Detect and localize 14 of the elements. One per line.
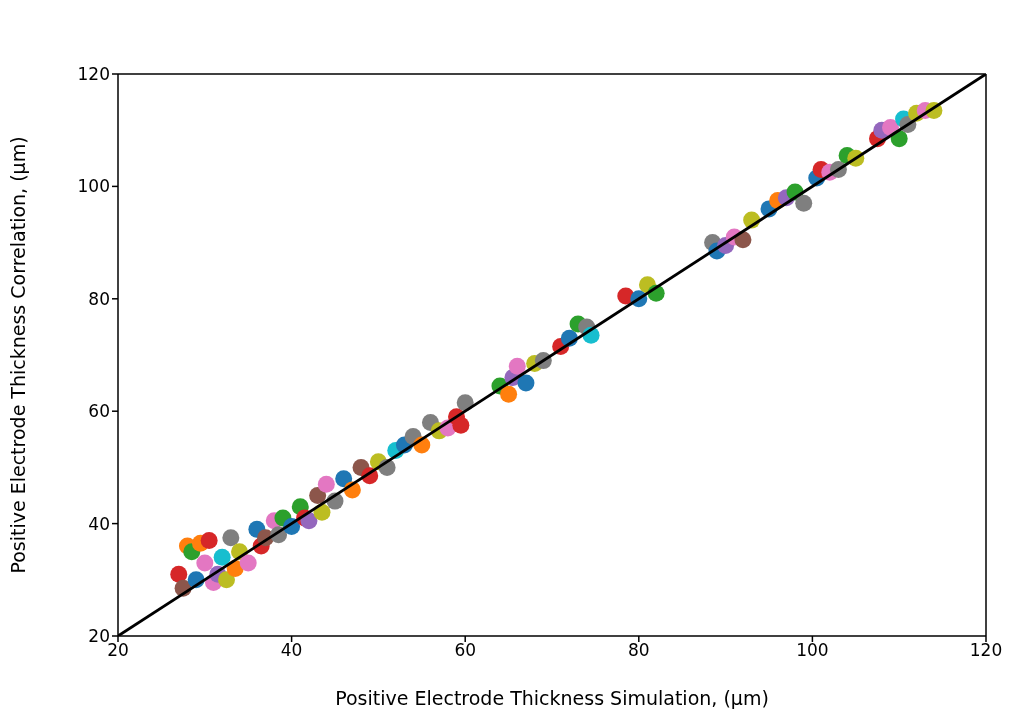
x-tick-label: 20	[107, 640, 129, 661]
x-tick-label: 60	[454, 640, 477, 661]
y-tick-label: 40	[88, 513, 110, 534]
x-axis-title: Positive Electrode Thickness Simulation, (μm)	[335, 687, 769, 709]
y-tick-label: 20	[88, 626, 110, 647]
y-axis-title: Positive Electrode Thickness Correlation, (μm)	[6, 136, 29, 574]
y-tick-label: 120	[77, 64, 110, 85]
y-tick-label: 60	[88, 401, 110, 422]
y-tick-label: 100	[77, 176, 110, 197]
x-tick-label: 100	[796, 640, 829, 661]
x-tick-label: 40	[280, 640, 303, 661]
y-tick-label: 80	[88, 288, 110, 309]
x-tick-label: 80	[627, 640, 650, 661]
x-tick-label: 120	[969, 640, 1003, 661]
